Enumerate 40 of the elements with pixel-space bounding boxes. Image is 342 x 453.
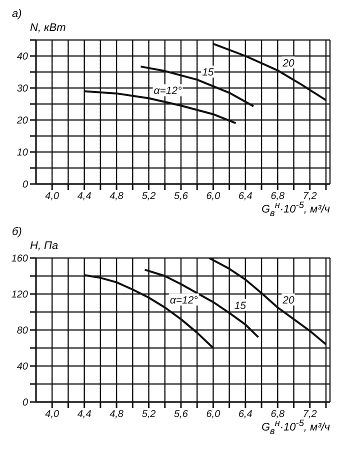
x-axis-title: G$_{в}$$^{н}$·10$^{-5}$, м³/ч: [261, 200, 330, 218]
y-tick-label: 80: [16, 326, 28, 337]
x-tick-label: 5,2: [142, 191, 156, 202]
x-tick-label: 5,6: [174, 191, 188, 202]
y-tick-label: 10: [16, 148, 28, 159]
x-tick-label: 4,4: [77, 191, 92, 202]
y-tick-label: 20: [16, 116, 28, 127]
annotation: 15: [202, 66, 214, 79]
x-axis-title: G$_{в}$$^{н}$·10$^{-5}$, м³/ч: [261, 418, 330, 436]
x-tick-label: 4,8: [110, 191, 124, 202]
x-tick-label: 4,0: [45, 191, 60, 202]
y-axis-title: H, Па: [30, 240, 58, 252]
x-tick-label: 6,4: [238, 191, 253, 202]
annotation: 15: [234, 300, 246, 312]
annotation: 20: [282, 57, 294, 70]
y-axis-title: N, кВт: [30, 22, 66, 34]
y-tick-label: 160: [11, 254, 28, 265]
x-tick-label: 5,2: [142, 409, 156, 420]
x-tick-label: 6,0: [206, 409, 221, 420]
annotation: 20: [282, 294, 294, 306]
annotation: α=12°: [170, 294, 198, 306]
y-tick-label: 40: [16, 362, 28, 373]
y-tick-label: 120: [11, 290, 28, 301]
y-tick-label: 0: [22, 180, 28, 191]
x-tick-label: 6,0: [206, 191, 221, 202]
x-tick-label: 6,8: [270, 191, 286, 202]
x-tick-label: 4,0: [45, 409, 60, 420]
x-tick-label: 4,8: [110, 409, 124, 420]
y-tick-label: 30: [16, 84, 28, 95]
x-tick-label: 7,2: [302, 409, 318, 420]
y-tick-label: 40: [16, 52, 28, 63]
chart-title: а): [12, 8, 22, 20]
annotation: α=12°: [154, 85, 182, 98]
chart-title: б): [12, 226, 22, 238]
x-tick-label: 7,2: [302, 191, 318, 202]
x-tick-label: 6,4: [238, 409, 253, 420]
y-tick-label: 0: [22, 398, 28, 409]
x-tick-label: 4,4: [77, 409, 92, 420]
x-tick-label: 6,8: [270, 409, 286, 420]
x-tick-label: 5,6: [174, 409, 188, 420]
